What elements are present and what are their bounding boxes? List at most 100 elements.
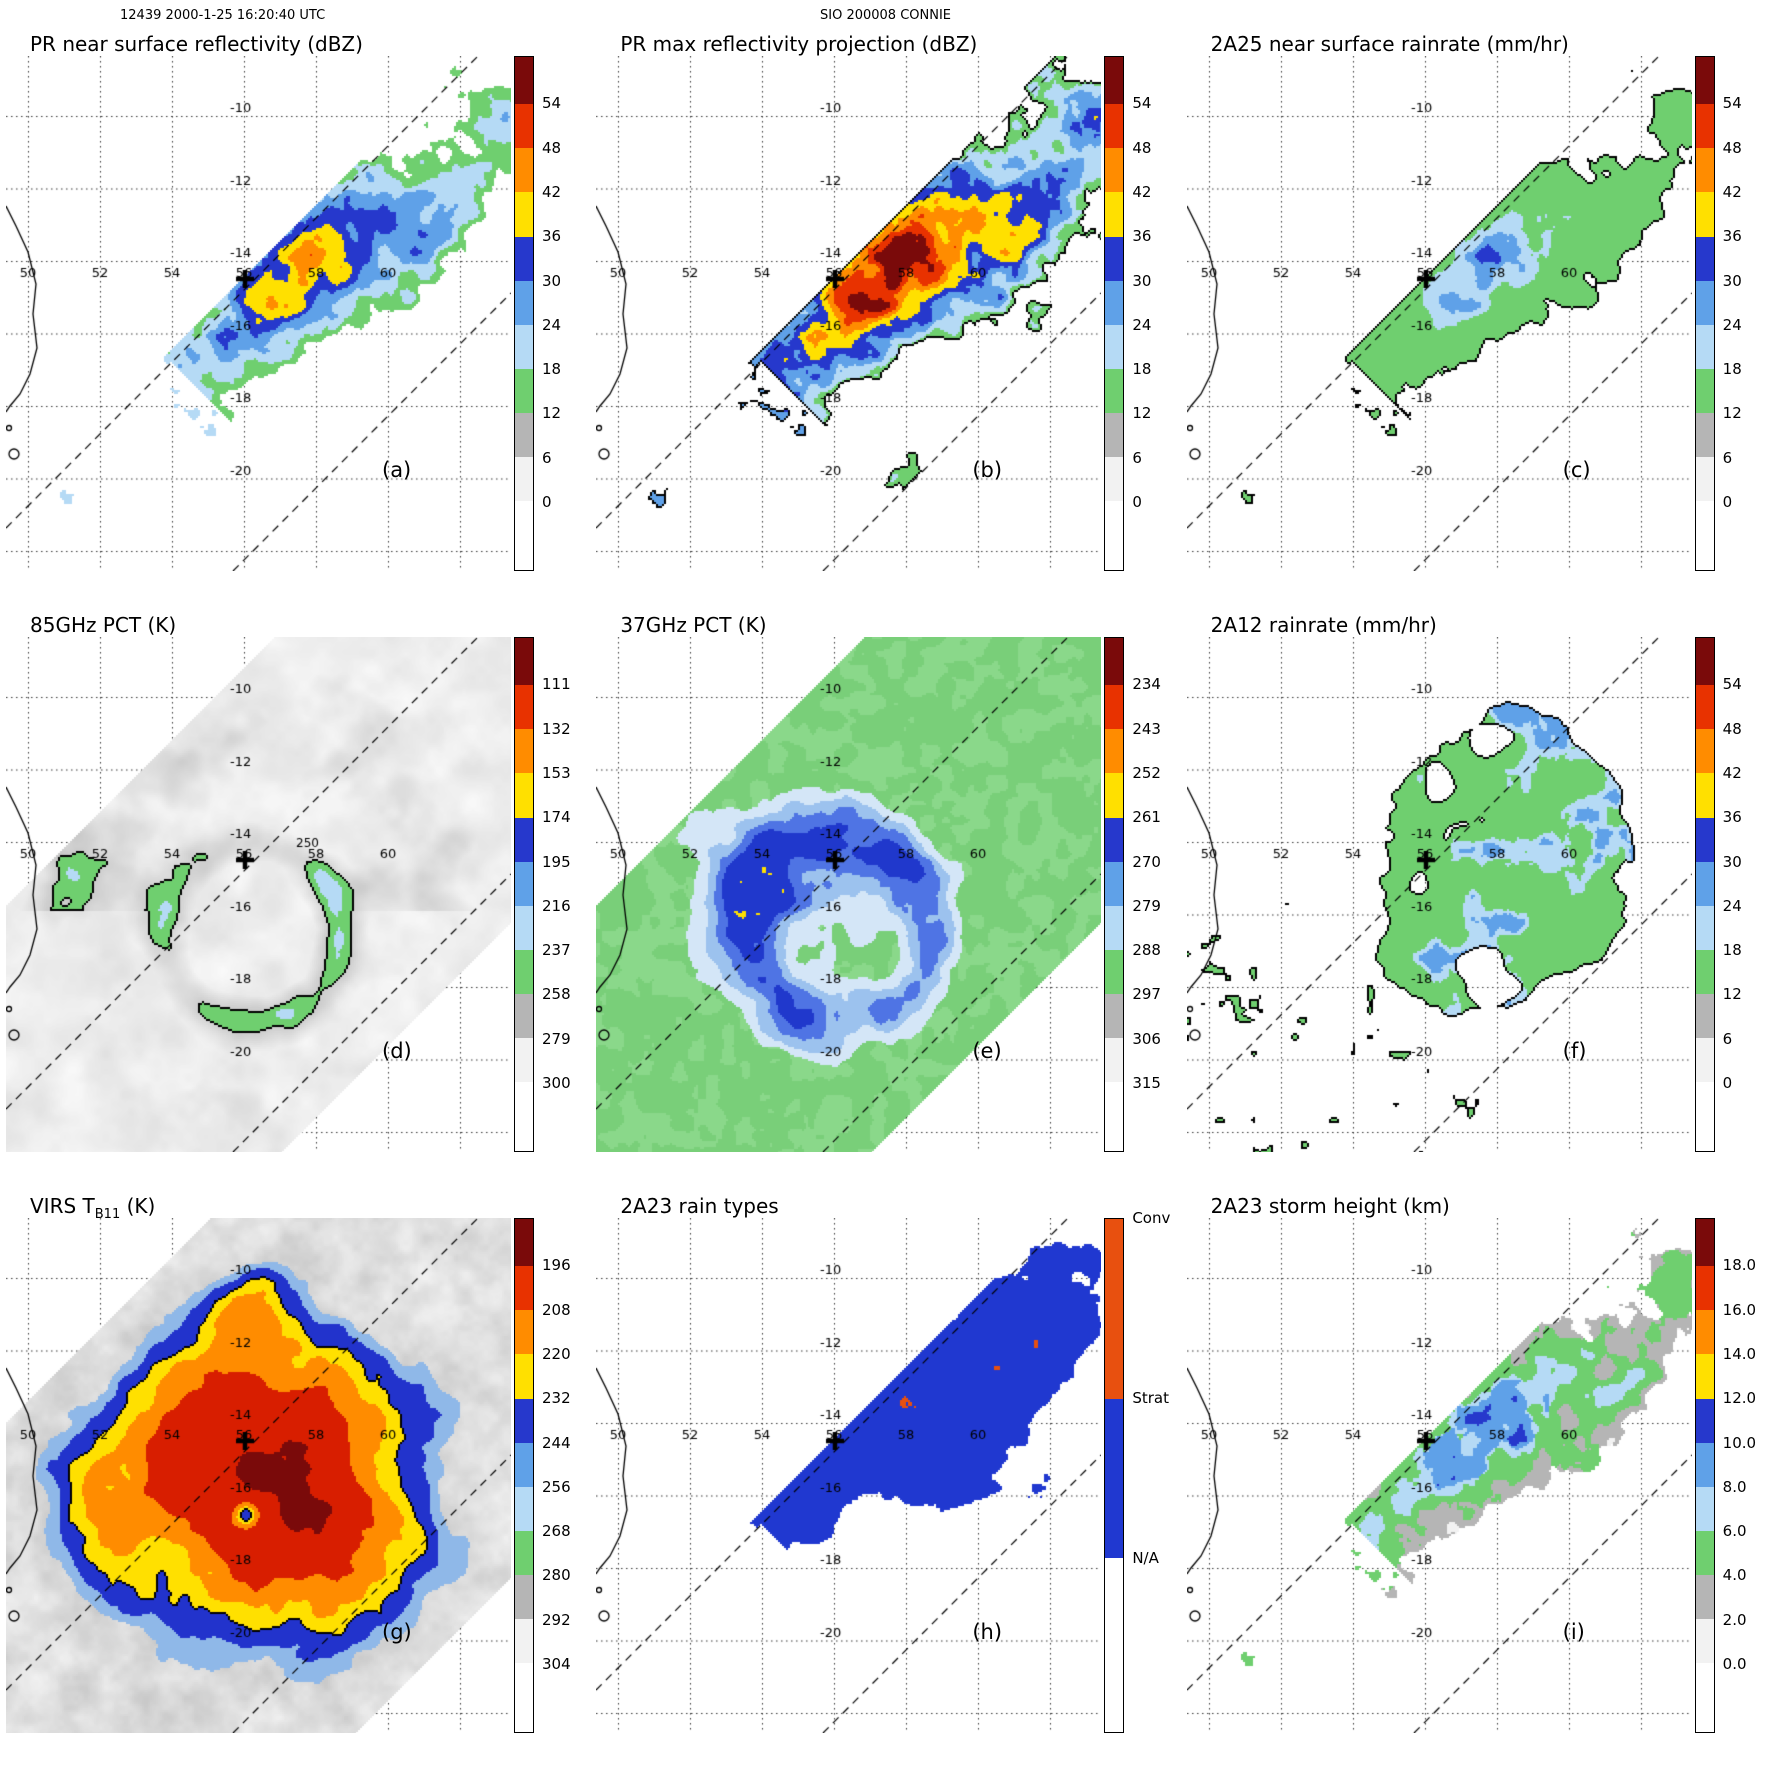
map-area-i: (i) [1186,1218,1692,1733]
panel-title-d: 85GHz PCT (K) [30,613,176,641]
colorbar-tick-label: 270 [1132,852,1161,871]
colorbar-tick-label: 196 [542,1256,571,1275]
panel-title-text: PR max reflectivity projection (dBZ) [620,32,978,56]
map-area-e: (e) [596,637,1102,1152]
panel-title-g: VIRS TB11 (K) [30,1194,155,1222]
colorbar-tick-label: 6 [1132,448,1142,467]
colorbar-tick-label: 30 [1722,271,1742,290]
colorbar-bar [1104,1218,1125,1733]
colorbar-tick-label: 304 [542,1654,571,1673]
colorbar-bar [1694,56,1715,571]
colorbar-segment [515,1530,533,1575]
colorbar-tick-label: 234 [1132,675,1161,694]
colorbar-tick-label: 0 [542,492,552,511]
map-area-d: (d) [6,637,511,1152]
colorbar-segment [1105,1557,1124,1732]
colorbar-segment [1695,729,1714,774]
colorbar-segment [1695,148,1714,193]
colorbar-segment [515,949,533,994]
panel-title-text: 37GHz PCT (K) [620,613,767,637]
colorbar-segment [1695,949,1714,994]
colorbar-segment [1105,861,1124,906]
panel-letter-a: (a) [382,458,412,482]
colorbar-tick-label: 36 [1132,227,1152,246]
colorbar-segment [1105,1398,1124,1558]
colorbar-tick-label: 54 [1722,94,1742,113]
colorbar-segment [1695,638,1714,686]
colorbar-tick-label: 174 [542,808,571,827]
colorbar-segment [1105,368,1124,413]
colorbar-segment [515,861,533,906]
map-area-a: (a) [6,56,511,571]
colorbar-tick-label: 54 [1722,675,1742,694]
colorbar-segment [1105,280,1124,325]
colorbar-segment [1695,1398,1714,1443]
map-canvas-c [1186,56,1692,571]
colorbar-segment [1105,192,1124,237]
colorbar-tick-label: 24 [1722,896,1742,915]
colorbar-tick-label: 36 [542,227,562,246]
colorbar-tick-label: 306 [1132,1029,1161,1048]
colorbar-tick-label: 297 [1132,985,1161,1004]
colorbar-segment [1105,905,1124,950]
panel-title-text: 2A23 rain types [620,1194,779,1218]
colorbar-segment [515,817,533,862]
colorbar-tick-label: 279 [542,1029,571,1048]
colorbar-segment [515,685,533,730]
colorbar-segment [515,1663,533,1732]
colorbar-tick-label: 24 [1132,315,1152,334]
colorbar-segment [1695,104,1714,149]
panel-title-text: PR near surface reflectivity (dBZ) [30,32,363,56]
colorbar-segment [515,1398,533,1443]
colorbar-segment [1105,104,1124,149]
colorbar-a: 54 48 42 36 30 24 18 12 6 0 [514,56,586,571]
colorbar-segment [1695,57,1714,105]
panel-title-a: PR near surface reflectivity (dBZ) [30,32,363,60]
colorbar-bar [1694,1218,1715,1733]
colorbar-segment [515,501,533,570]
panel-title-text: 2A23 storm height (km) [1210,1194,1450,1218]
colorbar-tick-label: 6 [1722,1029,1733,1048]
colorbar-segment [1695,413,1714,458]
colorbar-tick-label: 18 [1722,360,1742,379]
colorbar-segment [1695,1266,1714,1311]
colorbar-segment [515,104,533,149]
colorbar-h: Conv Strat N/A [1104,1209,1176,1733]
colorbar-f: 54 48 42 36 30 24 18 12 6 0 [1694,637,1767,1152]
colorbar-segment [1105,817,1124,862]
colorbar-segment [1695,236,1714,281]
colorbar-segment [515,1442,533,1487]
orbit-timestamp: 12439 2000-1-25 16:20:40 UTC [120,8,326,23]
colorbar-tick-label: 256 [542,1477,571,1496]
colorbar-tick-label: 12 [542,404,562,423]
colorbar-tick-label: 48 [1132,138,1152,157]
colorbar-tick-label: 6.0 [1722,1522,1747,1541]
map-area-f: (f) [1186,637,1692,1152]
colorbar-segment [1695,1486,1714,1531]
colorbar-segment [1695,861,1714,906]
colorbar-segment [1695,280,1714,325]
colorbar-tick-label: 18 [1722,941,1742,960]
colorbar-tick-label: 0 [1132,492,1142,511]
panel-d: 85GHz PCT (K) (d) 111 132 153 174 195 216 237 2… [0,609,590,1190]
colorbar-tick-label: 111 [542,675,571,694]
panel-f: 2A12 rainrate (mm/hr) (f) 54 48 42 36 30 24 18… [1181,609,1771,1190]
colorbar-segment [1105,729,1124,774]
colorbar-tick-label: 36 [1722,227,1742,246]
map-area-b: (b) [596,56,1102,571]
colorbar-segment [1695,1219,1714,1267]
colorbar-tick-label: 42 [1132,182,1152,201]
colorbar-bar [514,56,534,571]
colorbar-segment [1695,1663,1714,1732]
colorbar-segment [515,994,533,1039]
colorbar-segment [515,773,533,818]
colorbar-tick-label: 237 [542,941,571,960]
panel-i: 2A23 storm height (km) (i) 18.0 16.0 14.0 1… [1181,1190,1771,1771]
colorbar-tick-label: 16.0 [1722,1300,1757,1319]
colorbar-segment [1695,192,1714,237]
colorbar-segment [515,324,533,369]
colorbar-segment [1105,949,1124,994]
panel-grid: PR near surface reflectivity (dBZ) (a) 5… [0,28,1771,1771]
colorbar-segment [1105,457,1124,502]
colorbar-tick-label: 10.0 [1722,1433,1757,1452]
